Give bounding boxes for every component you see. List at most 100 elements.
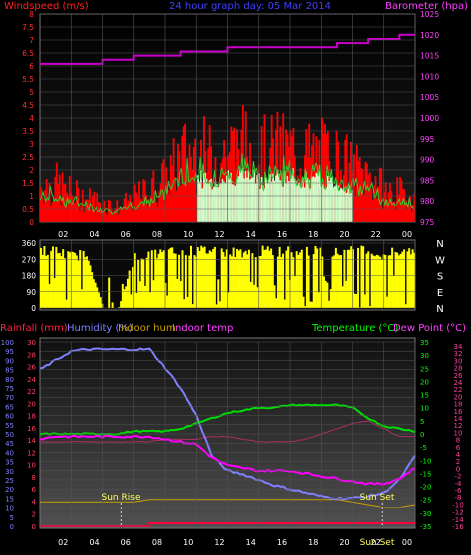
direction-bar bbox=[220, 248, 223, 308]
indoor-tick-label: 4 bbox=[456, 451, 461, 459]
rain-tick-label: 14 bbox=[27, 437, 36, 445]
gust-fill-bar bbox=[316, 173, 319, 222]
wind-bar bbox=[407, 201, 410, 222]
wind-bar bbox=[40, 187, 42, 222]
wind-bar bbox=[364, 161, 367, 222]
direction-bar bbox=[311, 301, 314, 308]
baro-tick-label: 1005 bbox=[420, 93, 439, 102]
rain-tick-label: 28 bbox=[27, 351, 36, 359]
hour-tick-label-bottom: 22 bbox=[371, 538, 381, 547]
wind-bar bbox=[99, 202, 101, 222]
wind-bar bbox=[345, 134, 348, 222]
gust-fill-bar bbox=[280, 180, 283, 222]
wind-bar bbox=[381, 208, 384, 222]
baro-tick-label: 990 bbox=[420, 156, 435, 165]
gust-fill-bar bbox=[334, 185, 337, 222]
direction-bar bbox=[142, 259, 145, 308]
gust-fill-bar bbox=[197, 175, 200, 222]
direction-bar bbox=[282, 253, 285, 308]
wind-bar bbox=[47, 197, 50, 222]
direction-bar bbox=[265, 249, 268, 308]
humidity-tick-label: 15 bbox=[5, 495, 14, 503]
gust-fill-bar bbox=[296, 184, 299, 222]
hour-tick-label: 00 bbox=[402, 230, 412, 239]
indoor-tick-label: -14 bbox=[452, 516, 464, 524]
wind-bar bbox=[270, 114, 273, 222]
gust-fill-bar bbox=[289, 170, 292, 222]
direction-bar bbox=[397, 255, 400, 308]
wind-bar bbox=[410, 212, 413, 222]
direction-bar bbox=[334, 247, 337, 308]
gust-fill-bar bbox=[273, 180, 276, 222]
gust-fill-bar bbox=[208, 180, 211, 222]
hour-tick-label-bottom: 14 bbox=[246, 538, 256, 547]
direction-bar bbox=[167, 249, 170, 308]
wind-tick-label: 1.5 bbox=[22, 179, 34, 188]
hour-tick-label: 14 bbox=[246, 230, 256, 239]
temp-tick-label: -25 bbox=[420, 497, 431, 505]
hour-tick-label: 12 bbox=[214, 230, 224, 239]
direction-bar bbox=[408, 248, 411, 308]
wind-bar bbox=[162, 159, 165, 222]
gust-fill-bar bbox=[246, 177, 249, 222]
direction-bar bbox=[53, 278, 56, 308]
gust-fill-bar bbox=[207, 183, 210, 222]
gust-fill-bar bbox=[338, 190, 341, 222]
temp-tick-label: 15 bbox=[420, 392, 429, 400]
wind-bar bbox=[44, 190, 47, 222]
direction-bar bbox=[249, 281, 252, 308]
wind-bar bbox=[404, 200, 407, 222]
hour-tick-label-bottom: 04 bbox=[89, 538, 99, 547]
direction-bar bbox=[297, 254, 300, 308]
gust-fill-bar bbox=[215, 184, 218, 222]
gust-fill-bar bbox=[210, 178, 213, 222]
direction-bar bbox=[135, 292, 138, 308]
dir-tick-label: 360 bbox=[22, 239, 37, 248]
wind-bar bbox=[57, 183, 60, 222]
direction-bar bbox=[287, 246, 290, 308]
direction-bar bbox=[191, 304, 194, 308]
direction-bar bbox=[285, 250, 288, 308]
humidity-tick-label: 35 bbox=[5, 459, 14, 467]
direction-bar bbox=[413, 252, 416, 308]
direction-bar bbox=[319, 247, 322, 308]
temp-tick-label: 20 bbox=[420, 378, 429, 386]
humidity-tick-label: 40 bbox=[5, 449, 14, 457]
direction-bar bbox=[133, 253, 136, 308]
wind-bar bbox=[130, 201, 133, 222]
temp-tick-label: 5 bbox=[420, 418, 424, 426]
gust-fill-bar bbox=[345, 192, 348, 222]
hour-tick-label: 02 bbox=[58, 230, 68, 239]
wind-tick-label: 4.5 bbox=[22, 101, 34, 110]
direction-bar bbox=[63, 258, 66, 308]
direction-bar bbox=[317, 292, 320, 308]
direction-bar bbox=[241, 257, 244, 308]
wind-bar bbox=[122, 207, 125, 222]
direction-bar bbox=[137, 259, 140, 308]
direction-bar bbox=[355, 293, 358, 308]
direction-bar bbox=[62, 249, 65, 308]
direction-bar bbox=[150, 250, 153, 308]
direction-bar bbox=[276, 256, 279, 308]
gust-fill-bar bbox=[252, 177, 254, 222]
gust-fill-bar bbox=[243, 178, 246, 222]
sunrise-label: Sun Rise bbox=[102, 493, 141, 503]
wind-bar bbox=[64, 183, 67, 222]
gust-fill-bar bbox=[327, 175, 329, 222]
direction-bar bbox=[275, 298, 278, 308]
wind-bar bbox=[156, 206, 159, 222]
wind-bar bbox=[352, 154, 355, 222]
gust-fill-bar bbox=[301, 187, 303, 222]
wind-bar bbox=[103, 200, 106, 222]
wind-bar bbox=[182, 126, 185, 222]
direction-bar bbox=[121, 283, 124, 308]
direction-bar bbox=[97, 292, 100, 308]
gust-fill-bar bbox=[269, 174, 272, 222]
direction-bar bbox=[237, 250, 240, 308]
indoor-tick-label: 18 bbox=[454, 401, 463, 409]
direction-bar bbox=[411, 249, 414, 308]
wind-bar bbox=[110, 208, 113, 222]
direction-bar bbox=[89, 265, 92, 308]
direction-bar bbox=[329, 289, 332, 308]
direction-bar bbox=[215, 304, 218, 308]
